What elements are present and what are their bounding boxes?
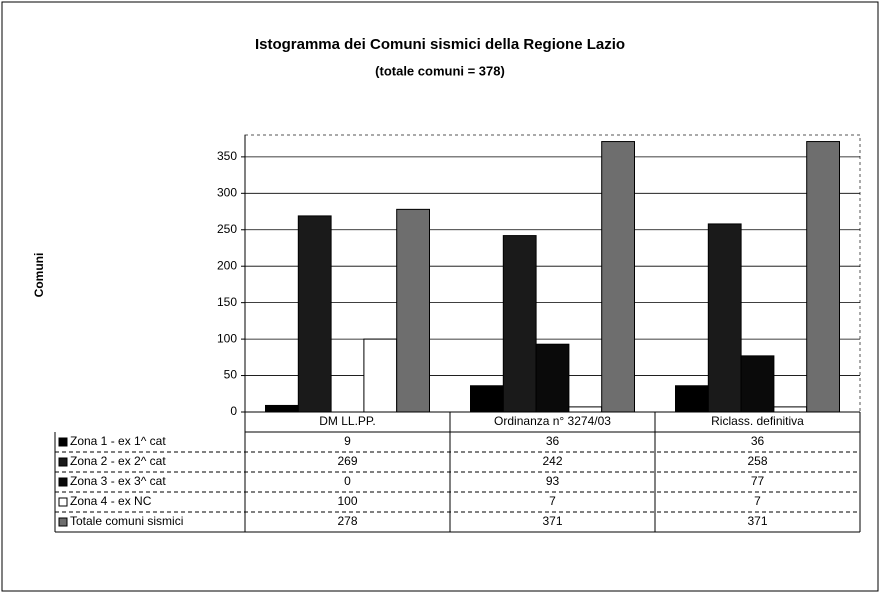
bar <box>773 406 808 413</box>
table-value: 0 <box>344 474 351 488</box>
legend-label: Zona 3 - ex 3^ cat <box>70 474 166 488</box>
bar <box>806 141 841 413</box>
bar <box>740 355 775 413</box>
table-value: 7 <box>754 494 761 508</box>
bar <box>568 406 603 413</box>
table-value: 7 <box>549 494 556 508</box>
bar <box>675 385 709 413</box>
y-axis-label: Comuni <box>32 253 46 298</box>
y-tick-label: 0 <box>230 404 237 418</box>
legend-label: Zona 2 - ex 2^ cat <box>70 454 166 468</box>
table-value: 100 <box>337 494 357 508</box>
y-tick-label: 300 <box>217 185 237 199</box>
y-tick-label: 200 <box>217 258 237 272</box>
table-value: 77 <box>751 474 765 488</box>
legend-swatch <box>58 437 68 447</box>
x-tick-label: Ordinanza n° 3274/03 <box>494 414 611 428</box>
bar <box>601 141 636 413</box>
bar <box>502 235 537 413</box>
y-tick-label: 350 <box>217 149 237 163</box>
legend-swatch <box>58 457 68 467</box>
legend-swatch <box>58 497 68 507</box>
legend-label: Totale comuni sismici <box>70 514 183 528</box>
bar <box>363 338 398 413</box>
table-value: 278 <box>337 514 357 528</box>
legend-label: Zona 1 - ex 1^ cat <box>70 434 166 448</box>
bar <box>470 385 504 413</box>
bar <box>297 215 332 413</box>
legend-label: Zona 4 - ex NC <box>70 494 152 508</box>
bar <box>396 208 431 413</box>
bar <box>265 404 299 413</box>
chart-title: Istogramma dei Comuni sismici della Regi… <box>255 36 625 53</box>
table-value: 242 <box>542 454 562 468</box>
table-value: 36 <box>751 434 765 448</box>
legend-swatch <box>58 517 68 527</box>
y-tick-label: 100 <box>217 331 237 345</box>
bar <box>707 223 742 413</box>
table-value: 258 <box>747 454 767 468</box>
table-value: 371 <box>542 514 562 528</box>
x-tick-label: Riclass. definitiva <box>711 414 804 428</box>
bar <box>535 343 570 413</box>
legend-swatch <box>58 477 68 487</box>
table-value: 9 <box>344 434 351 448</box>
y-tick-label: 250 <box>217 222 237 236</box>
y-tick-label: 50 <box>224 368 238 382</box>
table-value: 93 <box>546 474 560 488</box>
y-tick-label: 150 <box>217 295 237 309</box>
table-value: 371 <box>747 514 767 528</box>
table-value: 269 <box>337 454 357 468</box>
chart-subtitle: (totale comuni = 378) <box>375 63 505 78</box>
x-tick-label: DM LL.PP. <box>319 414 375 428</box>
table-value: 36 <box>546 434 560 448</box>
